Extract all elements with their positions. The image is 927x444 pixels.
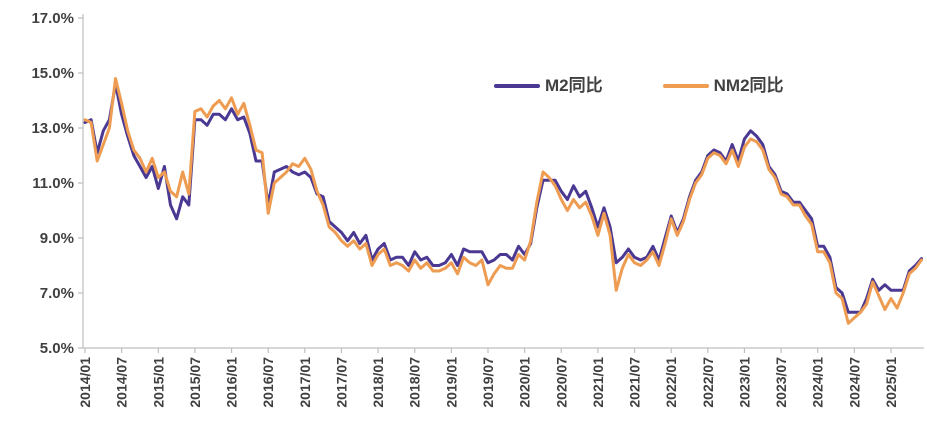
x-axis-tick-label: 2025/01 bbox=[883, 357, 899, 408]
chart-legend: M2同比 NM2同比 bbox=[494, 77, 844, 94]
x-axis-tick-label: 2015/01 bbox=[150, 357, 166, 408]
nm2-series-line bbox=[83, 77, 923, 325]
y-axis-tick-label: 17.0% bbox=[31, 10, 74, 27]
m2-series-line bbox=[83, 82, 923, 314]
m2-legend-label: M2同比 bbox=[545, 76, 603, 95]
x-axis-tick-label: 2022/01 bbox=[663, 357, 679, 408]
x-axis-tick-label: 2022/07 bbox=[700, 357, 716, 408]
y-axis-tick-label: 15.0% bbox=[31, 65, 74, 82]
x-axis-tick-label: 2024/07 bbox=[846, 357, 862, 408]
x-axis-tick-label: 2016/07 bbox=[260, 357, 276, 408]
y-axis-tick-label: 11.0% bbox=[32, 175, 74, 192]
y-axis-tick-label: 13.0% bbox=[31, 120, 74, 137]
x-axis-tick-label: 2020/07 bbox=[553, 357, 569, 408]
x-axis-tick-label: 2021/07 bbox=[627, 357, 643, 408]
x-axis-tick-label: 2023/07 bbox=[773, 357, 789, 408]
nm2-legend-label: NM2同比 bbox=[713, 76, 784, 95]
x-axis-tick-label: 2019/01 bbox=[443, 357, 459, 408]
nm2-line-swatch bbox=[662, 83, 709, 88]
x-axis-tick-label: 2014/01 bbox=[77, 357, 93, 408]
x-axis-tick-label: 2021/01 bbox=[590, 357, 606, 408]
x-axis-tick-label: 2023/01 bbox=[736, 357, 752, 408]
x-axis-tick-label: 2018/01 bbox=[370, 357, 386, 408]
legend-item-m2: M2同比 bbox=[494, 77, 603, 94]
x-axis-tick-label: 2018/07 bbox=[407, 357, 423, 408]
legend-item-nm2: NM2同比 bbox=[662, 76, 784, 95]
x-axis-tick-label: 2017/07 bbox=[333, 357, 349, 408]
y-axis-tick-label: 7.0% bbox=[40, 285, 74, 302]
x-axis-tick-label: 2024/01 bbox=[810, 357, 826, 408]
y-axis-tick-label: 5.0% bbox=[40, 340, 74, 357]
x-axis-tick-label: 2014/07 bbox=[114, 357, 130, 408]
x-axis-tick-label: 2016/01 bbox=[224, 357, 240, 408]
x-axis-tick-label: 2020/01 bbox=[517, 357, 533, 408]
m2-line-swatch bbox=[494, 83, 540, 88]
x-axis-tick-label: 2015/07 bbox=[187, 357, 203, 408]
y-axis-tick-label: 9.0% bbox=[40, 230, 74, 247]
x-axis-tick-label: 2019/07 bbox=[480, 357, 496, 408]
x-axis-tick-label: 2017/01 bbox=[297, 357, 313, 408]
